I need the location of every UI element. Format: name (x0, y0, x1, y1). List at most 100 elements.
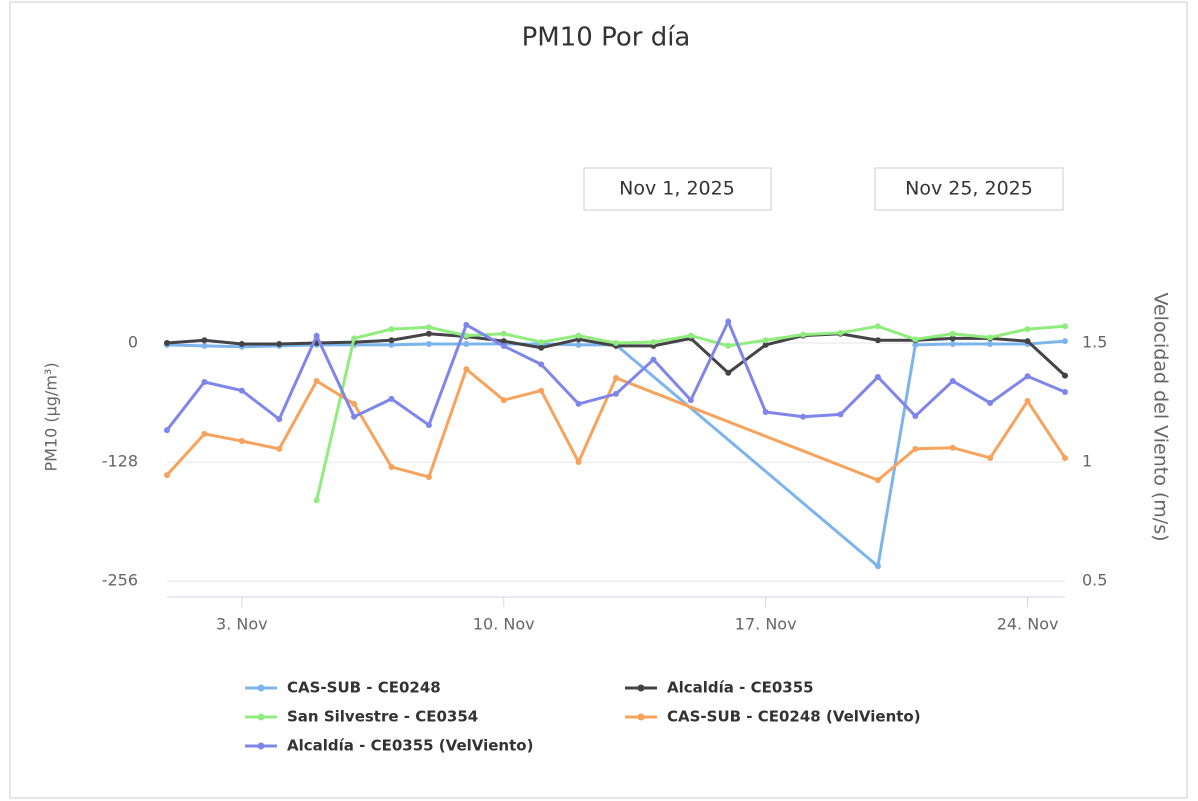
point (762, 337, 769, 344)
point (613, 374, 619, 381)
point (388, 326, 395, 333)
point (687, 332, 694, 339)
point (762, 409, 769, 415)
legend-marker (257, 742, 265, 750)
point (912, 445, 919, 452)
point (538, 344, 545, 351)
point (987, 454, 994, 461)
point (425, 324, 432, 331)
point (500, 397, 507, 404)
point (425, 422, 432, 429)
point (388, 464, 395, 470)
point (388, 337, 395, 344)
point (313, 497, 320, 504)
point (164, 427, 170, 434)
point (613, 340, 619, 347)
point (1024, 338, 1031, 345)
point (351, 413, 358, 420)
point (238, 387, 245, 394)
legend-item[interactable]: CAS-SUB - CE0248 (VelViento) (667, 708, 921, 726)
point (575, 459, 582, 465)
legend-marker (257, 713, 265, 721)
y2-tick-label: 1 (1082, 452, 1092, 471)
point (351, 400, 358, 407)
point (949, 378, 956, 385)
point (1062, 323, 1068, 330)
point (949, 335, 956, 342)
point (538, 387, 545, 394)
point (500, 343, 507, 350)
point (238, 340, 245, 347)
point (912, 336, 919, 343)
y-axis-title: PM10 (µg/m³) (42, 362, 61, 471)
point (201, 379, 208, 385)
y-tick-label: -256 (102, 571, 138, 590)
point (949, 340, 956, 347)
point (201, 342, 208, 349)
point (1024, 373, 1031, 380)
point (874, 563, 881, 570)
point (164, 472, 170, 479)
point (650, 339, 657, 346)
y-tick-label: 0 (128, 333, 138, 352)
legend-item[interactable]: CAS-SUB - CE0248 (287, 679, 441, 697)
point (538, 339, 545, 346)
point (201, 430, 208, 437)
point (425, 340, 432, 347)
point (987, 399, 994, 406)
point (463, 366, 470, 373)
point (388, 395, 395, 402)
point (1062, 454, 1068, 461)
point (500, 330, 507, 337)
point (987, 340, 994, 347)
point (800, 413, 807, 420)
point (613, 390, 619, 397)
range-to-box[interactable] (874, 167, 1064, 211)
point (837, 411, 844, 418)
y2-axis-title: Velocidad del Viento (m/s) (1150, 292, 1172, 541)
point (949, 444, 956, 451)
x-tick-label: 10. Nov (473, 615, 535, 634)
point (238, 438, 245, 445)
range-from[interactable]: Nov 1, 2025 (619, 178, 735, 200)
x-tick-label: 17. Nov (735, 615, 797, 634)
legend-marker (637, 713, 645, 721)
point (425, 330, 432, 337)
range-from-box[interactable] (583, 167, 772, 211)
point (425, 474, 432, 480)
point (575, 332, 582, 339)
point (949, 330, 956, 337)
point (575, 341, 582, 348)
point (725, 342, 732, 349)
point (276, 340, 283, 347)
point (351, 335, 358, 342)
point (1062, 338, 1068, 345)
point (388, 341, 395, 348)
point (463, 321, 470, 328)
point (874, 337, 881, 344)
legend-item[interactable]: Alcaldía - CE0355 (667, 679, 814, 697)
chart-title: PM10 Por día (522, 23, 691, 53)
point (874, 374, 881, 380)
point (650, 356, 657, 363)
x-tick-label: 24. Nov (997, 615, 1059, 634)
point (800, 331, 807, 338)
point (1024, 398, 1031, 405)
point (987, 334, 994, 341)
range-to[interactable]: Nov 25, 2025 (905, 178, 1033, 200)
point (276, 445, 283, 452)
y2-tick-label: 1.5 (1082, 332, 1107, 351)
point (500, 338, 507, 345)
legend-item[interactable]: San Silvestre - CE0354 (287, 708, 478, 726)
legend-item[interactable]: Alcaldía - CE0355 (VelViento) (287, 737, 533, 755)
legend-marker (637, 684, 645, 692)
point (201, 337, 208, 344)
point (1062, 372, 1068, 379)
legend-marker (257, 684, 265, 692)
point (725, 369, 732, 376)
point (837, 329, 844, 336)
point (687, 397, 694, 404)
point (762, 341, 769, 348)
point (463, 340, 470, 347)
